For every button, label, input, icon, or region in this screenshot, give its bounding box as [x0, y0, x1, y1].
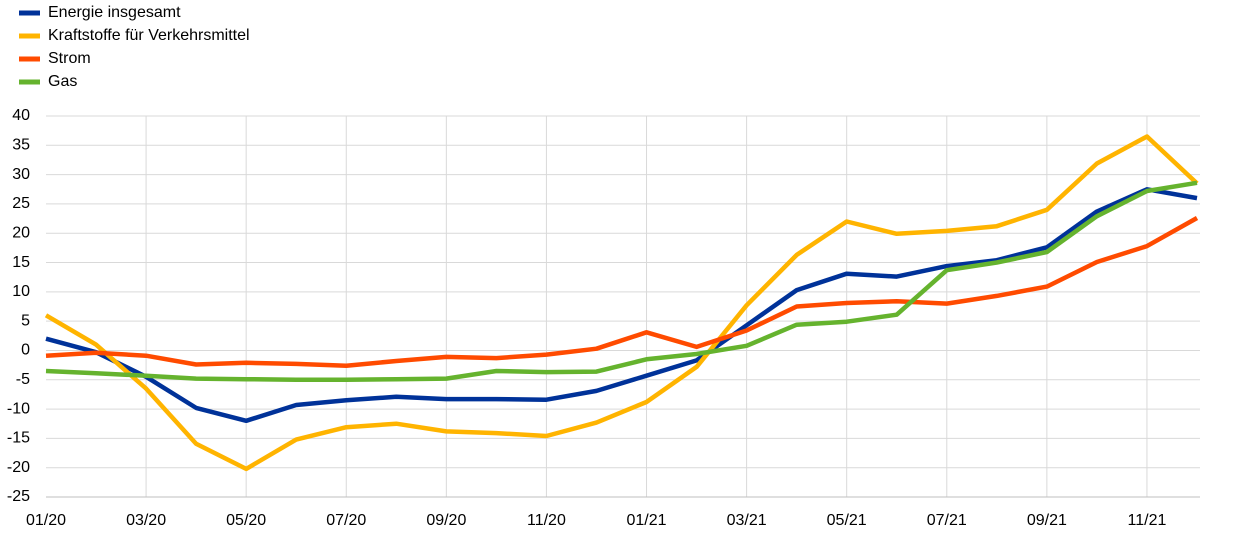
y-tick-label: -15	[7, 430, 30, 447]
y-tick-label: -10	[7, 400, 30, 417]
y-tick-label: -25	[7, 488, 30, 505]
x-tick-label: 07/21	[927, 512, 967, 529]
x-tick-label: 09/21	[1027, 512, 1067, 529]
legend-label: Energie insgesamt	[48, 4, 181, 21]
y-tick-label: 5	[21, 312, 30, 329]
x-tick-label: 11/21	[1128, 512, 1167, 529]
y-tick-label: 10	[12, 283, 30, 300]
y-tick-label: 20	[12, 224, 30, 241]
x-tick-label: 03/21	[727, 512, 767, 529]
x-tick-label: 05/20	[226, 512, 266, 529]
legend-label: Strom	[48, 50, 91, 67]
series-line	[45, 216, 1199, 368]
x-tick-label: 07/20	[326, 512, 366, 529]
y-tick-label: 40	[12, 107, 30, 124]
y-tick-label: 25	[12, 195, 30, 212]
y-tick-label: 15	[12, 254, 30, 271]
y-tick-label: 0	[21, 342, 30, 359]
series-line	[45, 187, 1198, 424]
legend-label: Kraftstoffe für Verkehrsmittel	[48, 27, 250, 44]
x-tick-label: 05/21	[827, 512, 867, 529]
y-tick-label: 30	[12, 166, 30, 183]
y-tick-label: -5	[16, 371, 30, 388]
x-tick-label: 09/20	[426, 512, 466, 529]
x-tick-label: 11/20	[527, 512, 566, 529]
series-line	[45, 180, 1198, 383]
x-tick-label: 01/21	[626, 512, 666, 529]
x-tick-label: 01/20	[26, 512, 66, 529]
y-tick-label: -20	[7, 459, 30, 476]
legend-label: Gas	[48, 73, 77, 90]
series-line	[44, 134, 1199, 472]
y-tick-label: 35	[12, 137, 30, 154]
x-tick-label: 03/20	[126, 512, 166, 529]
